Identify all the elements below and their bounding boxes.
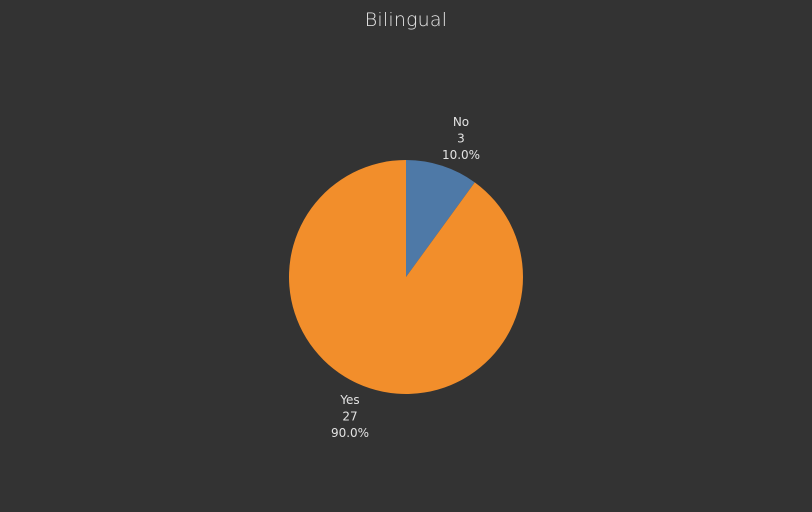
chart-title: Bilingual — [364, 9, 448, 31]
slice-category-label: Yes — [339, 393, 359, 407]
pie-slice-yes — [289, 160, 524, 394]
slice-percent-label: 90.0% — [331, 426, 369, 440]
slice-category-label: No — [453, 115, 469, 129]
slice-count-label: 3 — [457, 132, 465, 146]
pie-slice-no — [406, 160, 475, 277]
slice-percent-label: 10.0% — [442, 148, 480, 162]
slice-label-yes: Yes 27 90.0% — [331, 393, 369, 440]
slice-count-label: 27 — [342, 410, 357, 424]
slice-label-no: No 3 10.0% — [442, 115, 480, 162]
